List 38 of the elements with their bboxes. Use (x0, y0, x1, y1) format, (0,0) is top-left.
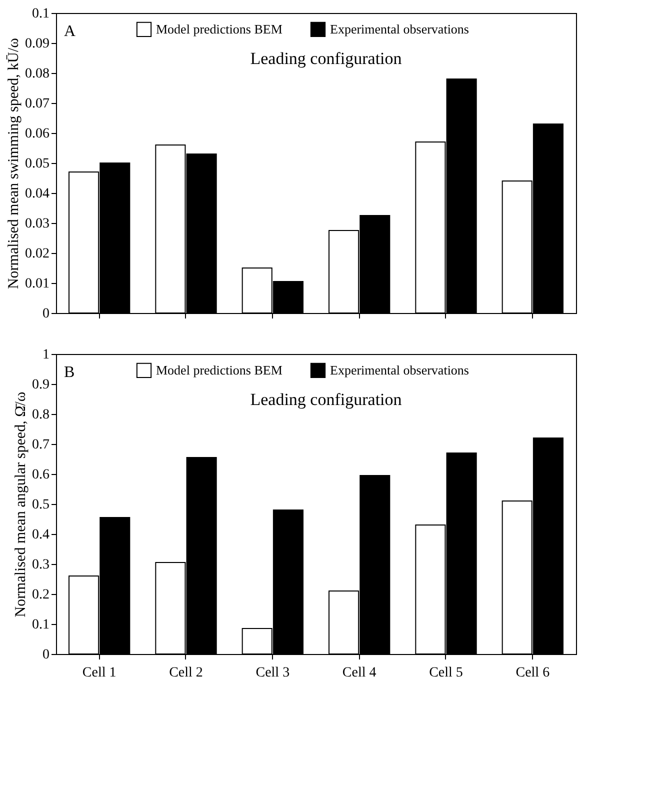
y-tick-label: 0.05 (25, 156, 50, 172)
y-tick-label: 0.07 (25, 96, 50, 112)
annotation: B (64, 364, 75, 381)
x-tick-label: Cell 5 (429, 666, 463, 680)
y-tick-label: 0.1 (32, 6, 50, 22)
x-tick-label: Cell 2 (169, 666, 203, 680)
x-tick-label: Cell 4 (342, 666, 376, 680)
y-tick-label: 0.8 (32, 408, 50, 422)
annotation: A (64, 23, 76, 40)
y-tick-label: 0.09 (25, 36, 50, 52)
y-tick-label: 0.03 (25, 216, 50, 232)
annotation: Leading configuration (250, 49, 402, 68)
y-tick-label: 1 (42, 348, 50, 362)
y-tick-label: 0.6 (32, 468, 50, 482)
x-tick-label: Cell 3 (256, 666, 290, 680)
y-tick-label: 0.7 (32, 438, 50, 452)
y-tick-label: 0.1 (32, 618, 50, 632)
legend-label: Experimental observations (330, 362, 469, 378)
y-axis-title: Normalised mean swimming speed, kŪ/ω (6, 38, 22, 290)
y-tick-label: 0.9 (32, 378, 50, 392)
y-axis-title: Normalised mean angular speed, Ω̄/ω (13, 392, 29, 618)
y-tick-label: 0.4 (32, 528, 50, 542)
y-tick-label: 0.3 (32, 558, 50, 572)
y-tick-label: 0 (42, 306, 50, 322)
x-tick-label: Cell 6 (516, 666, 550, 680)
x-tick-label: Cell 1 (82, 666, 116, 680)
y-tick-label: 0 (42, 648, 50, 662)
annotation: Leading configuration (250, 390, 402, 409)
y-tick-label: 0.02 (25, 246, 50, 262)
y-tick-label: 0.08 (25, 66, 50, 82)
y-tick-label: 0.06 (25, 126, 50, 142)
legend-label: Model predictions BEM (156, 21, 283, 36)
y-tick-label: 0.01 (25, 276, 50, 292)
legend-label: Experimental observations (330, 21, 469, 36)
y-tick-label: 0.2 (32, 588, 50, 602)
legend-label: Model predictions BEM (156, 362, 283, 378)
y-tick-label: 0.04 (25, 186, 50, 202)
y-tick-label: 0.5 (32, 498, 50, 512)
